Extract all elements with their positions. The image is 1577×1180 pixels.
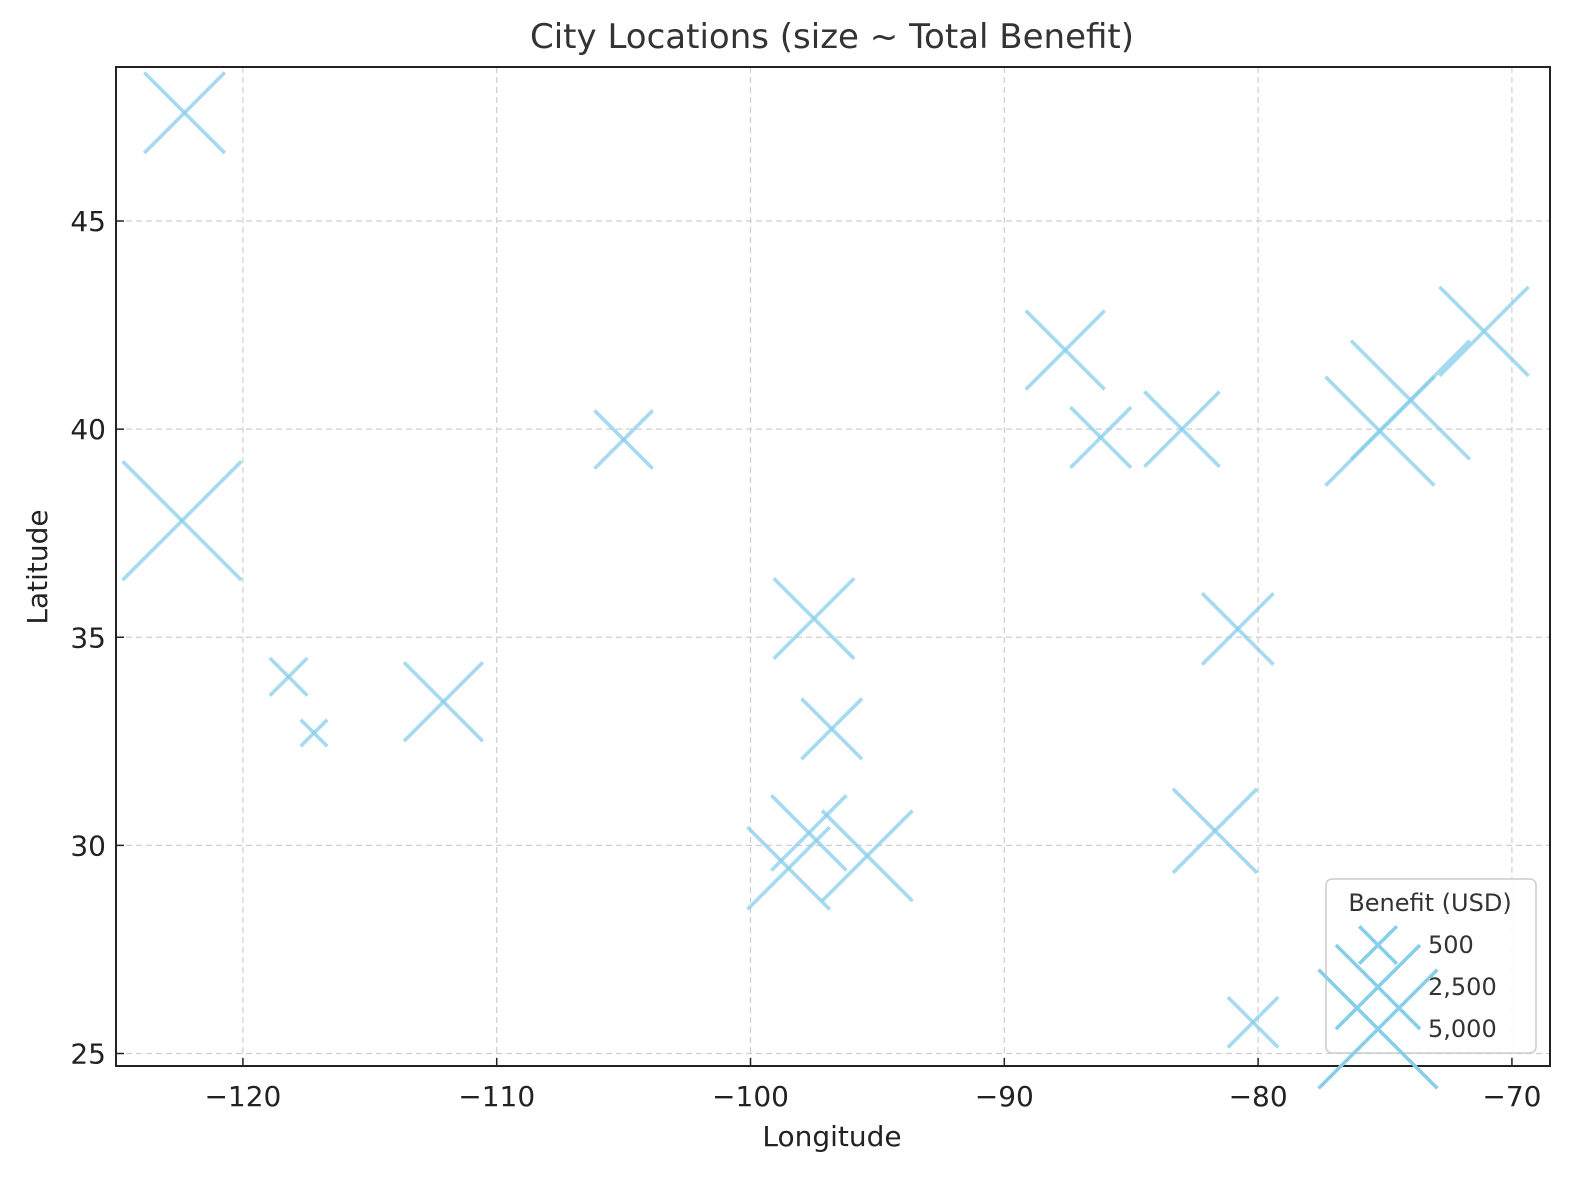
data-point-marker [402,661,485,743]
legend-marker [1334,943,1422,1031]
x-tick-label: −120 [204,1080,281,1113]
legend-marker [1357,924,1399,966]
legend-label: 5,000 [1428,1015,1497,1043]
data-point-marker [1143,390,1221,468]
data-point-marker [1024,309,1106,391]
data-point-marker [820,809,914,903]
data-point-marker [746,825,832,911]
data-point-marker [1349,339,1472,461]
data-point-marker [772,576,856,661]
data-point-marker [1171,787,1259,875]
data-point-marker [1200,592,1275,666]
y-tick-label: 30 [70,829,106,862]
legend-title: Benefit (USD) [1348,889,1511,917]
data-point-marker [593,409,654,470]
marker-layer [121,71,1530,1049]
data-point-marker [1226,995,1280,1049]
data-point-marker [121,460,243,582]
x-axis-label: Longitude [762,1120,901,1153]
data-point-marker [142,71,227,155]
grid-layer [116,67,1550,1066]
legend-box [1325,878,1537,1054]
y-tick-label: 40 [70,413,106,446]
data-point-marker [770,794,848,872]
y-tick-label: 45 [70,205,106,238]
x-tick-label: −110 [458,1080,535,1113]
y-tick-label: 35 [70,621,106,654]
y-axis-label: Latitude [21,509,54,624]
legend-label: 2,500 [1428,973,1497,1001]
data-point-marker [800,697,864,761]
legend: Benefit (USD) 500 2,500 5,000 [1317,878,1537,1090]
legend-marker [1317,968,1439,1090]
tick-layer: −120 −110 −100 −90 −80 −70 25 30 35 40 45 [70,205,1541,1113]
data-point-marker [1069,405,1133,470]
y-tick-label: 25 [70,1038,106,1071]
plot-area-frame [115,66,1551,1067]
data-point-marker [268,656,309,697]
legend-entries: 500 2,500 5,000 [1317,924,1497,1090]
chart-title: City Locations (size ~ Total Benefit) [530,17,1134,57]
x-tick-label: −90 [975,1080,1034,1113]
data-point-marker [299,718,329,748]
x-tick-label: −80 [1229,1080,1288,1113]
x-tick-label: −70 [1482,1080,1541,1113]
data-point-marker [1438,285,1530,378]
x-tick-label: −100 [712,1080,789,1113]
legend-label: 500 [1428,931,1474,959]
